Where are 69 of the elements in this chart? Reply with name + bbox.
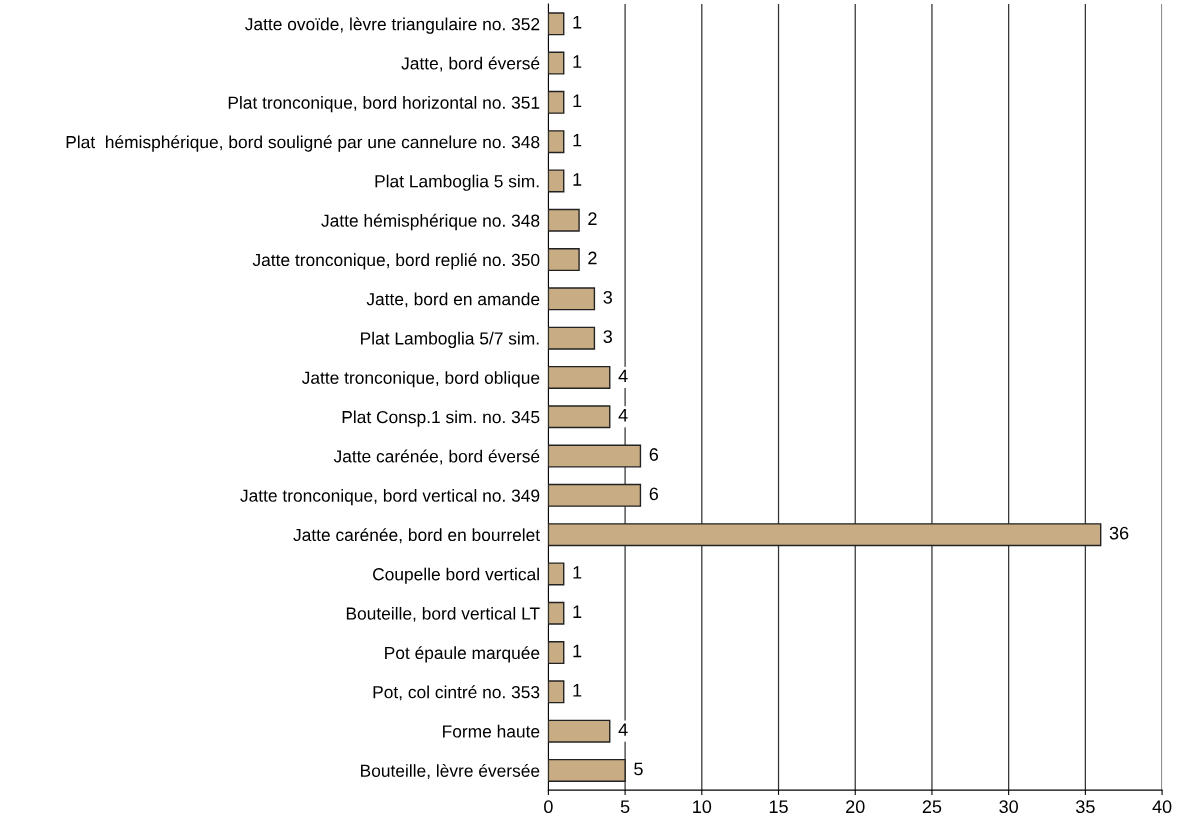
data-label: 1 xyxy=(573,605,582,618)
data-label: 36 xyxy=(1109,526,1129,540)
y-tick-label: Jatte tronconique, bord vertical no. 349 xyxy=(240,489,540,506)
data-label: 4 xyxy=(618,369,628,383)
x-tick-label: 35 xyxy=(1076,800,1095,814)
data-label: 1 xyxy=(573,644,582,658)
y-tick-label: Bouteille, bord vertical LT xyxy=(346,606,540,622)
data-label: 2 xyxy=(588,212,597,225)
bar xyxy=(548,523,1102,547)
y-tick-label: Bouteille, lèvre éversée xyxy=(361,763,540,779)
y-tick-label: Jatte carénée, bord éversé xyxy=(333,449,540,465)
y-tick-label: Jatte, bord en amande xyxy=(366,292,540,308)
x-tick-label: 15 xyxy=(769,800,788,814)
bar xyxy=(548,405,611,429)
bar xyxy=(548,169,565,193)
bar xyxy=(548,758,626,782)
bar xyxy=(548,130,565,154)
y-tick-label: Coupelle bord vertical xyxy=(373,567,539,584)
bar xyxy=(548,680,565,704)
y-tick-label: Pot épaule marquée xyxy=(385,646,540,663)
data-label: 1 xyxy=(573,94,582,108)
bar xyxy=(548,248,580,272)
data-label: 3 xyxy=(603,330,612,343)
data-label: 6 xyxy=(649,448,659,461)
bar xyxy=(548,483,642,507)
x-tick-label: 0 xyxy=(544,800,553,814)
bar xyxy=(548,365,611,389)
bar xyxy=(548,208,580,232)
data-label: 4 xyxy=(618,723,628,736)
x-tick-label: 20 xyxy=(846,800,865,814)
y-tick-label: Plat hémisphérique, bord souligné par une cannelure no. 348 xyxy=(66,135,540,152)
data-label: 1 xyxy=(573,173,582,186)
bar xyxy=(548,601,565,625)
y-tick-label: Plat Lamboglia 5/7 sim. xyxy=(361,331,539,349)
y-tick-label: Forme haute xyxy=(443,724,540,738)
bar xyxy=(548,326,596,350)
bar xyxy=(548,12,565,36)
data-label: 2 xyxy=(588,251,597,265)
y-tick-label: Jatte ovoïde, lèvre triangulaire no. 352 xyxy=(245,17,540,34)
data-label: 6 xyxy=(649,487,659,501)
x-tick-label: 40 xyxy=(1152,800,1172,814)
bar xyxy=(548,444,642,468)
y-tick-label: Jatte, bord éversé xyxy=(401,56,540,72)
bar xyxy=(548,51,565,75)
y-tick-label: Jatte tronconique, bord replié no. 350 xyxy=(252,253,540,270)
y-tick-label: Plat tronconique, bord horizontal no. 351 xyxy=(228,96,540,113)
bar xyxy=(548,641,565,665)
x-tick-label: 10 xyxy=(693,800,712,814)
bar xyxy=(548,562,565,586)
data-label: 1 xyxy=(573,566,582,579)
x-tick-label: 5 xyxy=(620,800,630,814)
data-label: 1 xyxy=(573,55,582,68)
y-tick-label: Jatte hémisphérique no. 348 xyxy=(321,213,540,231)
bar xyxy=(548,719,611,743)
y-tick-label: Jatte tronconique, bord oblique xyxy=(301,371,540,388)
x-tick-label: 25 xyxy=(922,800,942,814)
y-tick-label: Plat Consp.1 sim. no. 345 xyxy=(342,410,540,427)
bar xyxy=(548,287,596,311)
data-label: 1 xyxy=(573,684,582,697)
data-label: 4 xyxy=(618,408,628,422)
x-tick-label: 30 xyxy=(999,800,1018,814)
y-tick-label: Jatte carénée, bord en bourrelet xyxy=(293,528,540,544)
data-label: 1 xyxy=(573,133,582,147)
y-tick-label: Plat Lamboglia 5 sim. xyxy=(375,174,539,191)
data-label: 3 xyxy=(603,290,612,304)
data-label: 5 xyxy=(634,762,643,776)
data-label: 1 xyxy=(573,16,582,29)
bar xyxy=(548,90,565,114)
y-tick-label: Pot, col cintré no. 353 xyxy=(373,685,540,701)
